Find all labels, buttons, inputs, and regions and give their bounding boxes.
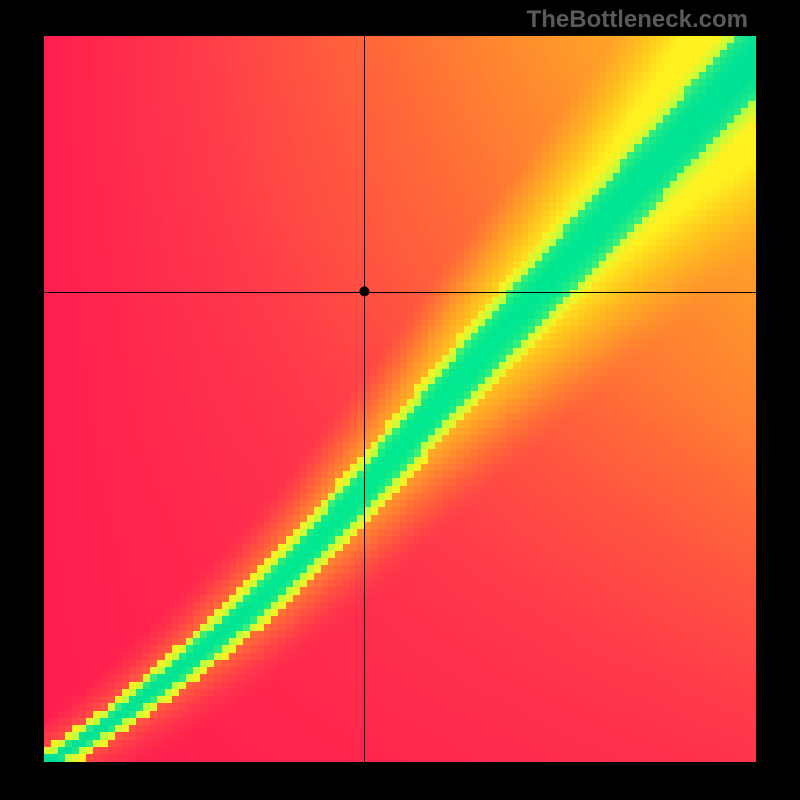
watermark-text: TheBottleneck.com [527,6,748,34]
heatmap-canvas [44,36,756,762]
chart-container: TheBottleneck.com [0,0,800,800]
